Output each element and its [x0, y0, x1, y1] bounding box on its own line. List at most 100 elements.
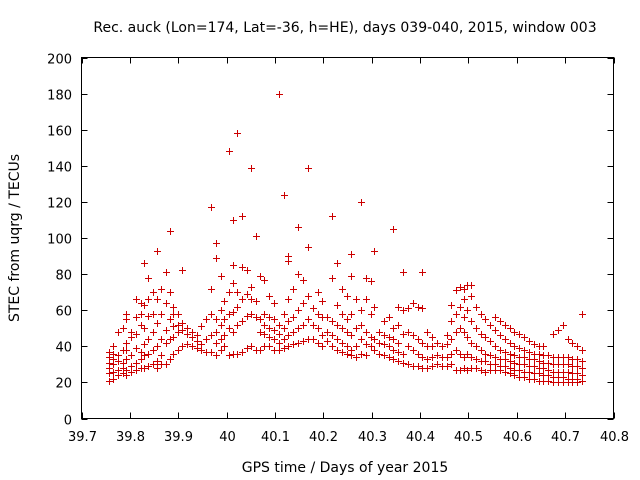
data-point	[457, 304, 464, 311]
data-point	[381, 352, 388, 359]
data-point	[218, 336, 225, 343]
data-point	[115, 358, 122, 365]
data-point	[386, 334, 393, 341]
data-point	[281, 345, 288, 352]
data-point	[141, 352, 148, 359]
y-axis: 0 20 40 60 80 100 120 140 160 180 200	[47, 53, 614, 429]
data-point	[163, 361, 170, 368]
data-point	[507, 358, 514, 365]
data-point	[226, 325, 233, 332]
data-point	[358, 199, 365, 206]
data-point	[123, 340, 130, 347]
data-point	[390, 347, 397, 354]
data-point	[115, 329, 122, 336]
data-point	[574, 363, 581, 370]
y-tick-label: 200	[47, 53, 72, 68]
data-point	[376, 329, 383, 336]
data-point	[579, 311, 586, 318]
data-point	[473, 365, 480, 372]
data-point	[444, 332, 451, 339]
data-point	[120, 325, 127, 332]
data-point	[106, 360, 113, 367]
data-point	[218, 322, 225, 329]
data-point	[434, 361, 441, 368]
data-point	[540, 343, 547, 350]
data-point	[133, 314, 140, 321]
data-point	[128, 369, 135, 376]
data-point	[363, 329, 370, 336]
data-point	[353, 325, 360, 332]
data-point	[281, 311, 288, 318]
data-point	[448, 351, 455, 358]
data-point	[300, 277, 307, 284]
data-point	[324, 329, 331, 336]
data-point	[482, 351, 489, 358]
data-point	[290, 329, 297, 336]
data-point	[184, 331, 191, 338]
data-point	[120, 360, 127, 367]
data-point	[461, 354, 468, 361]
data-point	[579, 347, 586, 354]
data-point	[516, 331, 523, 338]
data-point	[344, 316, 351, 323]
data-point	[271, 327, 278, 334]
data-point	[154, 320, 161, 327]
data-point	[110, 343, 117, 350]
data-point	[141, 341, 148, 348]
data-point	[482, 358, 489, 365]
data-point	[400, 307, 407, 314]
data-point	[110, 369, 117, 376]
data-point	[281, 192, 288, 199]
data-point	[415, 336, 422, 343]
data-point	[368, 278, 375, 285]
data-point	[167, 228, 174, 235]
data-point	[203, 336, 210, 343]
data-point	[163, 340, 170, 347]
data-point	[150, 289, 157, 296]
data-point	[244, 345, 251, 352]
data-point	[230, 309, 237, 316]
data-point	[170, 334, 177, 341]
data-point	[565, 361, 572, 368]
y-tick-label: 40	[55, 341, 72, 356]
data-point	[150, 361, 157, 368]
data-point	[405, 361, 412, 368]
data-point	[339, 325, 346, 332]
data-point	[271, 316, 278, 323]
data-point	[545, 352, 552, 359]
data-point	[473, 304, 480, 311]
data-point	[167, 289, 174, 296]
data-point	[550, 331, 557, 338]
data-point	[261, 331, 268, 338]
data-point	[461, 329, 468, 336]
data-point	[344, 351, 351, 358]
data-point	[150, 347, 157, 354]
data-point	[565, 354, 572, 361]
data-point	[266, 325, 273, 332]
data-point	[141, 302, 148, 309]
data-point	[261, 311, 268, 318]
data-point	[419, 269, 426, 276]
data-point	[521, 354, 528, 361]
data-point	[478, 331, 485, 338]
data-point	[453, 287, 460, 294]
data-point	[363, 275, 370, 282]
data-point	[276, 91, 283, 98]
data-point	[234, 304, 241, 311]
data-point	[511, 329, 518, 336]
data-point	[545, 378, 552, 385]
data-point	[290, 286, 297, 293]
data-point	[363, 341, 370, 348]
data-point	[315, 340, 322, 347]
data-point	[507, 325, 514, 332]
data-point	[386, 314, 393, 321]
data-point	[324, 338, 331, 345]
data-point	[128, 352, 135, 359]
data-point	[507, 351, 514, 358]
data-point	[482, 316, 489, 323]
data-point	[478, 367, 485, 374]
data-point	[150, 329, 157, 336]
data-point	[381, 318, 388, 325]
data-point	[371, 304, 378, 311]
data-point	[226, 311, 233, 318]
